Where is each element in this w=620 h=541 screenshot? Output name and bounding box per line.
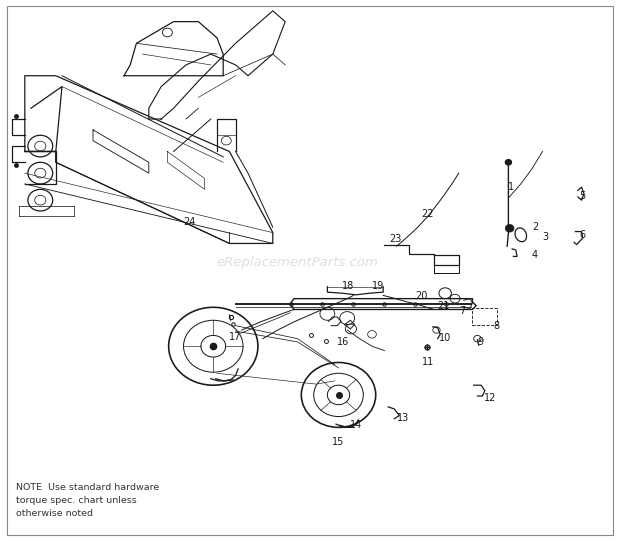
Text: 20: 20 — [415, 292, 428, 301]
Text: 6: 6 — [580, 230, 586, 240]
Text: 13: 13 — [397, 413, 409, 423]
Text: NOTE  Use standard hardware
torque spec. chart unless
otherwise noted: NOTE Use standard hardware torque spec. … — [16, 483, 159, 518]
Text: 18: 18 — [342, 281, 355, 291]
Text: 4: 4 — [531, 250, 538, 260]
Text: 15: 15 — [332, 437, 344, 447]
Text: 17: 17 — [229, 332, 242, 341]
Circle shape — [505, 160, 511, 165]
Text: 24: 24 — [183, 217, 195, 227]
Text: 22: 22 — [422, 209, 434, 219]
Text: 19: 19 — [372, 281, 384, 291]
Text: 21: 21 — [438, 301, 450, 311]
Text: 5: 5 — [580, 191, 586, 201]
Text: 11: 11 — [422, 358, 434, 367]
Text: eReplacementParts.com: eReplacementParts.com — [216, 256, 379, 269]
Text: 16: 16 — [337, 337, 350, 347]
Text: 10: 10 — [439, 333, 451, 343]
Text: 23: 23 — [389, 234, 402, 244]
Text: 3: 3 — [542, 232, 549, 242]
Text: 8: 8 — [493, 321, 499, 331]
Text: 7: 7 — [459, 306, 465, 316]
Text: 12: 12 — [484, 393, 496, 403]
Text: 1: 1 — [508, 182, 515, 192]
Text: 14: 14 — [350, 420, 362, 430]
Text: 9: 9 — [477, 337, 484, 347]
Circle shape — [505, 225, 514, 232]
Text: 2: 2 — [533, 222, 539, 232]
